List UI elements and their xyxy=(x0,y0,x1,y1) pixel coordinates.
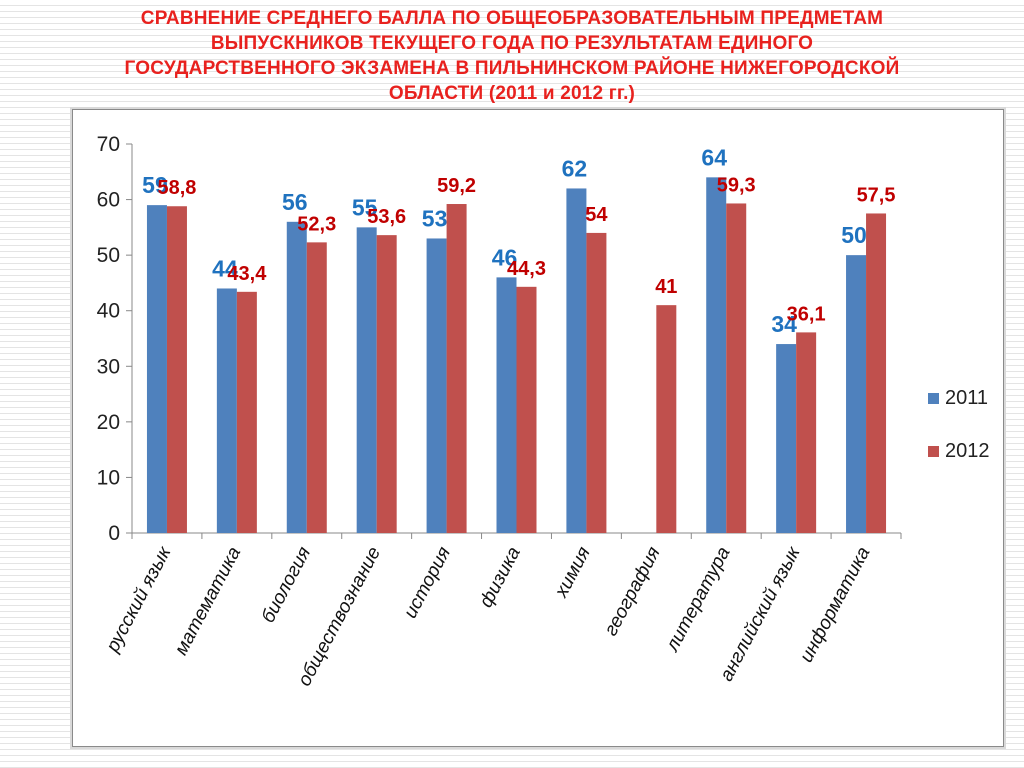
legend-label-2012: 2012 xyxy=(945,440,990,462)
y-tick-label: 20 xyxy=(97,411,120,434)
title-line: ВЫПУСКНИКОВ ТЕКУЩЕГО ГОДА ПО РЕЗУЛЬТАТАМ… xyxy=(210,33,814,54)
data-label-2011: 50 xyxy=(841,222,867,248)
bar-2012 xyxy=(796,332,817,533)
data-label-2012: 59,2 xyxy=(437,175,476,197)
bar-2012 xyxy=(236,291,257,533)
y-tick-label: 50 xyxy=(97,244,120,267)
data-label-2012: 54 xyxy=(585,204,608,226)
data-label-2011: 55 xyxy=(352,194,378,220)
y-tick-label: 0 xyxy=(108,522,120,545)
data-label-2012: 59,3 xyxy=(717,174,756,196)
data-label-2011: 64 xyxy=(701,144,727,170)
bar-2012 xyxy=(376,235,397,533)
slide-title: СРАВНЕНИЕ СРЕДНЕГО БАЛЛА ПО ОБЩЕОБРАЗОВА… xyxy=(40,6,984,106)
data-label-2011: 46 xyxy=(492,244,518,270)
title-line: ГОСУДАРСТВЕННОГО ЭКЗАМЕНА В ПИЛЬНИНСКОМ … xyxy=(124,58,900,79)
data-label-2012: 36,1 xyxy=(787,303,826,325)
y-tick-label: 70 xyxy=(97,133,120,156)
data-label-2012: 41 xyxy=(655,276,677,298)
y-tick-label: 10 xyxy=(97,466,120,489)
bar-2011 xyxy=(426,238,447,533)
bar-2011 xyxy=(846,255,867,533)
y-tick-label: 30 xyxy=(97,355,120,378)
bar-2012 xyxy=(866,213,887,533)
data-label-2012: 52,3 xyxy=(297,213,336,235)
bar-2012 xyxy=(656,305,677,533)
bar-2011 xyxy=(496,277,517,533)
data-label-2011: 59 xyxy=(142,172,168,198)
bar-2011 xyxy=(566,188,587,533)
x-category-label: география xyxy=(600,543,664,639)
bar-2011 xyxy=(216,288,237,533)
data-label-2011: 53 xyxy=(422,205,448,231)
bar-2011 xyxy=(146,205,167,533)
bar-2011 xyxy=(286,221,307,534)
bar-2011 xyxy=(356,227,377,533)
x-category-label: физика xyxy=(476,543,525,611)
x-category-label: математика xyxy=(171,543,246,658)
y-tick-label: 40 xyxy=(97,300,120,323)
legend-label-2011: 2011 xyxy=(945,387,988,409)
legend-swatch-2011 xyxy=(928,393,939,404)
data-label-2011: 62 xyxy=(562,155,588,181)
bar-2011 xyxy=(776,344,797,533)
title-line: ОБЛАСТИ (2011 и 2012 гг.) xyxy=(388,83,636,104)
x-category-label: английский язык xyxy=(716,543,805,685)
data-label-2012: 44,3 xyxy=(507,258,546,280)
data-label-2011: 34 xyxy=(771,311,797,337)
x-category-label: информатика xyxy=(796,543,874,665)
data-label-2012: 58,8 xyxy=(157,177,196,199)
data-label-2012: 43,4 xyxy=(227,263,267,285)
bar-2012 xyxy=(166,206,187,534)
data-label-2011: 56 xyxy=(282,189,308,215)
y-tick-label: 60 xyxy=(97,189,120,212)
x-category-label: химия xyxy=(551,543,595,601)
data-label-2012: 57,5 xyxy=(857,184,896,206)
x-category-label: биология xyxy=(258,543,315,626)
bar-2012 xyxy=(586,232,607,533)
bar-2012 xyxy=(446,204,467,533)
bar-2012 xyxy=(306,242,327,533)
x-category-label: русский язык xyxy=(102,543,176,657)
title-line: СРАВНЕНИЕ СРЕДНЕГО БАЛЛА ПО ОБЩЕОБРАЗОВА… xyxy=(140,8,884,29)
data-label-2012: 53,6 xyxy=(367,206,406,228)
bar-2012 xyxy=(516,286,537,533)
bar-2011 xyxy=(706,177,727,534)
x-category-label: история xyxy=(400,543,455,621)
data-label-2011: 44 xyxy=(212,255,238,281)
legend-swatch-2012 xyxy=(928,446,939,457)
bar-2012 xyxy=(726,203,747,533)
x-category-label: литература xyxy=(662,543,735,655)
